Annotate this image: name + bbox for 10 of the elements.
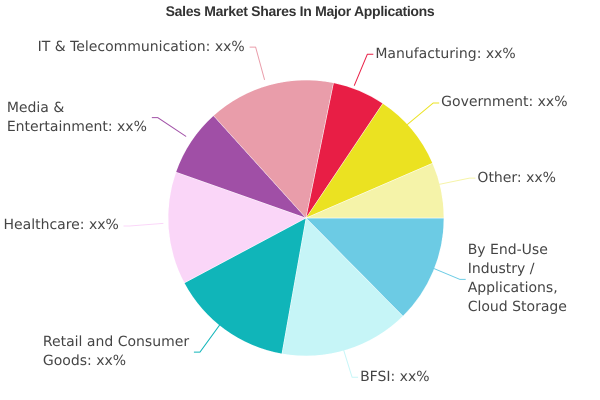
slice-label: Healthcare: xx% <box>3 217 119 234</box>
slice-label: IT & Telecommunication: xx% <box>38 38 246 57</box>
slice-label: BFSI: xx% <box>360 368 430 385</box>
slice-label: Other: xx% <box>477 170 556 186</box>
slice-label: By End-Use Industry / Applications, Cloud Storage <box>468 241 568 318</box>
slice-label: Manufacturing: xx% <box>375 46 516 62</box>
slice-label: Retail and Consumer Goods: xx% <box>42 333 190 372</box>
slice-label: Media & Entertainment: xx% <box>6 98 148 137</box>
slice-label: Government: xx% <box>441 94 568 110</box>
chart-title: Sales Market Shares In Major Applications <box>166 3 434 19</box>
